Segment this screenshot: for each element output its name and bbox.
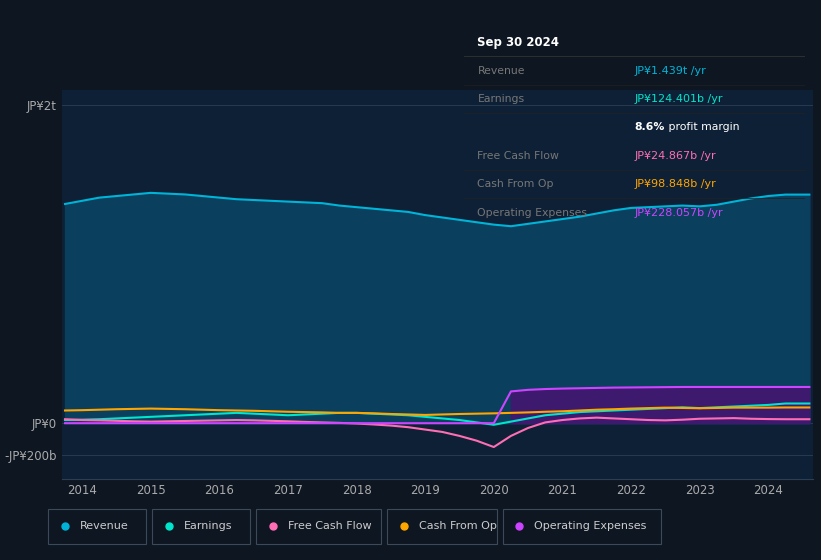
Text: 8.6%: 8.6% [635, 123, 664, 132]
Text: Cash From Op: Cash From Op [419, 521, 497, 531]
Text: Operating Expenses: Operating Expenses [534, 521, 647, 531]
Bar [256, 508, 381, 544]
Text: Operating Expenses: Operating Expenses [478, 208, 588, 218]
Text: Cash From Op: Cash From Op [478, 179, 554, 189]
Text: Revenue: Revenue [80, 521, 128, 531]
Bar [387, 508, 497, 544]
Text: Free Cash Flow: Free Cash Flow [478, 151, 559, 161]
Text: Earnings: Earnings [184, 521, 232, 531]
Text: JP¥228.057b /yr: JP¥228.057b /yr [635, 208, 722, 218]
Bar [152, 508, 250, 544]
Bar [48, 508, 146, 544]
Text: Free Cash Flow: Free Cash Flow [288, 521, 372, 531]
Text: Revenue: Revenue [478, 66, 525, 76]
Text: Earnings: Earnings [478, 94, 525, 104]
Bar [502, 508, 661, 544]
Text: Sep 30 2024: Sep 30 2024 [478, 36, 559, 49]
Text: profit margin: profit margin [665, 123, 740, 132]
Text: JP¥1.439t /yr: JP¥1.439t /yr [635, 66, 706, 76]
Text: JP¥24.867b /yr: JP¥24.867b /yr [635, 151, 716, 161]
Text: JP¥124.401b /yr: JP¥124.401b /yr [635, 94, 722, 104]
Text: JP¥98.848b /yr: JP¥98.848b /yr [635, 179, 716, 189]
